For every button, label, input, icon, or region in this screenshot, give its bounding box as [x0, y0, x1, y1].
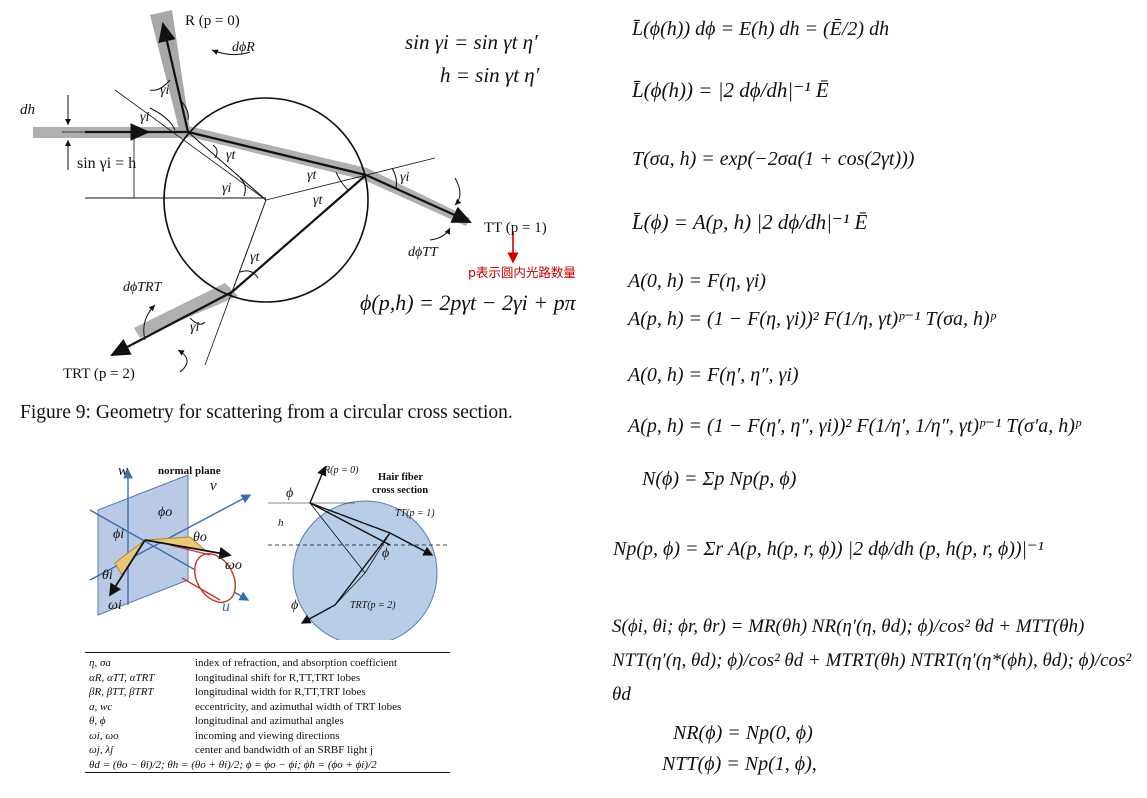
equation-3: T(σa, h) = exp(−2σa(1 + cos(2γt))) — [632, 148, 915, 170]
table-footer-row: θd = (θo − θi)/2; θh = (θo + θi)/2; ϕ = … — [89, 758, 377, 771]
label-phi-o: ϕo — [158, 505, 173, 520]
label-TT: TT (p = 1) — [484, 220, 547, 236]
fiber-cross-section-circle — [163, 97, 369, 303]
label-cross-section: cross section — [372, 485, 429, 496]
label-dphiTRT: dϕTRT — [123, 280, 162, 295]
label-R-p0: R(p = 0) — [324, 465, 359, 476]
equation-11: S(ϕi, θi; ϕr, θr) = MR(θh) NR(η′(η, θd);… — [612, 616, 1132, 705]
label-v: v — [210, 478, 217, 494]
label-u: u — [222, 598, 230, 615]
label-gamma-i-4: γi — [400, 170, 410, 185]
label-gamma-t-4: γt — [250, 250, 260, 265]
label-gamma-t-3: γt — [313, 193, 323, 208]
equation-5: A(0, h) = F(η, γi) — [628, 270, 766, 292]
table-row: βR, βTT, βTRT longitudinal width for R,TT… — [89, 686, 366, 698]
equation-9: N(ϕ) = Σp Np(p, ϕ) — [642, 468, 797, 490]
label-gamma-i-2: γi — [140, 110, 150, 125]
label-phi-i: ϕi — [113, 527, 125, 542]
label-TRT: TRT (p = 2) — [63, 366, 135, 382]
equation-2: L̄(ϕ(h)) = |2 dϕ/dh|⁻¹ Ē — [632, 78, 829, 102]
table-row: ωi, ωo incoming and viewing directions — [89, 729, 340, 742]
trt-band — [134, 283, 238, 338]
label-dphiR: dϕR — [232, 40, 255, 55]
label-hair-fiber: Hair fiber — [378, 472, 424, 483]
figure9-diagram — [33, 10, 519, 373]
label-dh: dh — [20, 102, 35, 118]
label-gamma-t-1: γt — [226, 148, 236, 163]
label-gamma-i-3: γi — [222, 181, 232, 196]
equation-6: A(p, h) = (1 − F(η, γi))² F(1/η, γt)ᵖ⁻¹ … — [628, 308, 996, 330]
normal-plane-diagram — [89, 465, 450, 640]
tt-band — [186, 126, 470, 226]
eq-phi: ϕ(p,h) = 2pγt − 2γi + pπ — [360, 290, 576, 315]
annotation-p-meaning: p表示圆内光路数量 — [468, 265, 576, 280]
notation-table: η, σa index of refraction, and absorption… — [85, 652, 450, 773]
label-gamma-i-5: γi — [190, 320, 200, 335]
table-row: a, wc eccentricity, and azimuthal width o… — [89, 700, 402, 713]
label-gamma-t-2: γt — [307, 168, 317, 183]
label-omega-o: ωo — [225, 558, 242, 573]
label-phi-bottom: ϕ — [291, 598, 299, 613]
equation-10: Np(p, ϕ) = Σr A(p, h(p, r, ϕ)) |2 dϕ/dh … — [613, 538, 1044, 560]
figure9-caption: Figure 9: Geometry for scattering from a… — [20, 402, 513, 423]
label-TRT-p2: TRT(p = 2) — [350, 600, 396, 611]
label-TT-p1: TT(p = 1) — [395, 508, 435, 519]
label-gamma-i-1: γi — [160, 83, 170, 98]
equation-12: NR(ϕ) = Np(0, ϕ) — [673, 722, 813, 744]
table-row: θ, ϕ longitudinal and azimuthal angles — [89, 715, 344, 727]
label-theta-o: θo — [193, 530, 207, 545]
table-row: αR, αTT, αTRT longitudinal shift for R,TT… — [89, 671, 361, 684]
equation-13: NTT(ϕ) = Np(1, ϕ), — [662, 753, 817, 775]
label-theta-i: θi — [102, 568, 113, 583]
label-dphiTT: dϕTT — [408, 245, 438, 260]
label-normal-plane: normal plane — [158, 465, 221, 477]
label-phi-top: ϕ — [286, 486, 294, 501]
label-omega-i: ωi — [108, 598, 122, 613]
table-row: η, σa index of refraction, and absorption… — [89, 657, 397, 669]
label-h: h — [278, 517, 284, 529]
label-phi-right: ϕ — [382, 546, 390, 561]
equation-7: A(0, h) = F(η′, η″, γi) — [628, 364, 799, 386]
eq-sin-gamma: sin γi = sin γt η′ — [405, 30, 538, 54]
equation-4: L̄(ϕ) = A(p, h) |2 dϕ/dh|⁻¹ Ē — [632, 210, 868, 234]
equation-8: A(p, h) = (1 − F(η′, η″, γi))² F(1/η′, 1… — [628, 415, 1081, 437]
label-w: w — [118, 463, 129, 479]
table-row: ωj, λj center and bandwidth of an SRBF li… — [89, 744, 374, 756]
label-sin-gamma-h: sin γi = h — [77, 155, 137, 172]
eq-h: h = sin γt η′ — [440, 63, 540, 87]
equation-1: L̄(ϕ(h)) dϕ = E(h) dh = (Ē/2) dh — [632, 18, 890, 40]
label-R: R (p = 0) — [185, 13, 240, 29]
